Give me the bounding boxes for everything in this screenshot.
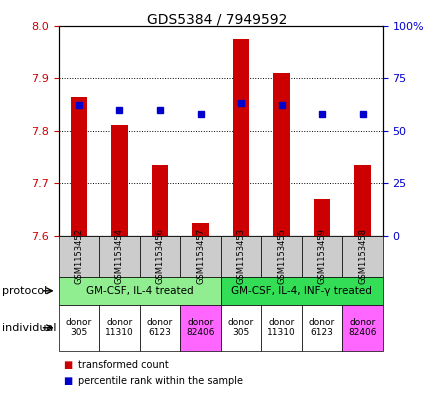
Bar (71, 97, 87, 236)
Bar (313, 199, 329, 236)
Text: transformed count: transformed count (78, 360, 169, 370)
Bar (192, 223, 208, 236)
Text: donor
305: donor 305 (227, 318, 253, 338)
Text: donor
6123: donor 6123 (147, 318, 173, 338)
Text: donor
11310: donor 11310 (105, 318, 134, 338)
Text: GSM1153452: GSM1153452 (74, 228, 83, 285)
Text: GSM1153459: GSM1153459 (317, 228, 326, 285)
Bar (111, 125, 127, 236)
Text: donor
11310: donor 11310 (266, 318, 295, 338)
Text: protocol: protocol (2, 286, 47, 296)
Text: percentile rank within the sample: percentile rank within the sample (78, 376, 243, 386)
Text: GM-CSF, IL-4 treated: GM-CSF, IL-4 treated (86, 286, 193, 296)
Text: donor
82406: donor 82406 (186, 318, 214, 338)
Text: GSM1153455: GSM1153455 (276, 228, 286, 285)
Text: individual: individual (2, 323, 56, 333)
Text: donor
82406: donor 82406 (348, 318, 376, 338)
Bar (273, 73, 289, 236)
Text: GDS5384 / 7949592: GDS5384 / 7949592 (147, 13, 287, 27)
Text: GSM1153453: GSM1153453 (236, 228, 245, 285)
Text: donor
6123: donor 6123 (308, 318, 334, 338)
Text: donor
305: donor 305 (66, 318, 92, 338)
Text: GSM1153454: GSM1153454 (115, 228, 124, 285)
Text: GM-CSF, IL-4, INF-γ treated: GM-CSF, IL-4, INF-γ treated (231, 286, 372, 296)
Text: ■: ■ (63, 360, 72, 370)
Text: GSM1153457: GSM1153457 (196, 228, 204, 285)
Text: ■: ■ (63, 376, 72, 386)
Bar (232, 39, 249, 236)
Text: GSM1153456: GSM1153456 (155, 228, 164, 285)
Bar (354, 165, 370, 236)
Text: GSM1153458: GSM1153458 (357, 228, 366, 285)
Bar (151, 165, 168, 236)
